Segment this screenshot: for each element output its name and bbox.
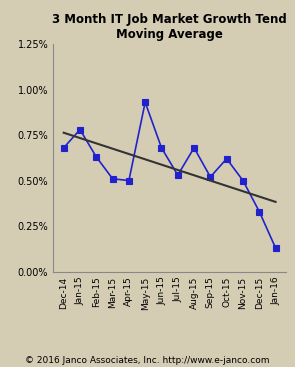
Text: © 2016 Janco Associates, Inc. http://www.e-janco.com: © 2016 Janco Associates, Inc. http://www… [25, 356, 270, 365]
Title: 3 Month IT Job Market Growth Tend
Moving Average: 3 Month IT Job Market Growth Tend Moving… [52, 14, 287, 41]
